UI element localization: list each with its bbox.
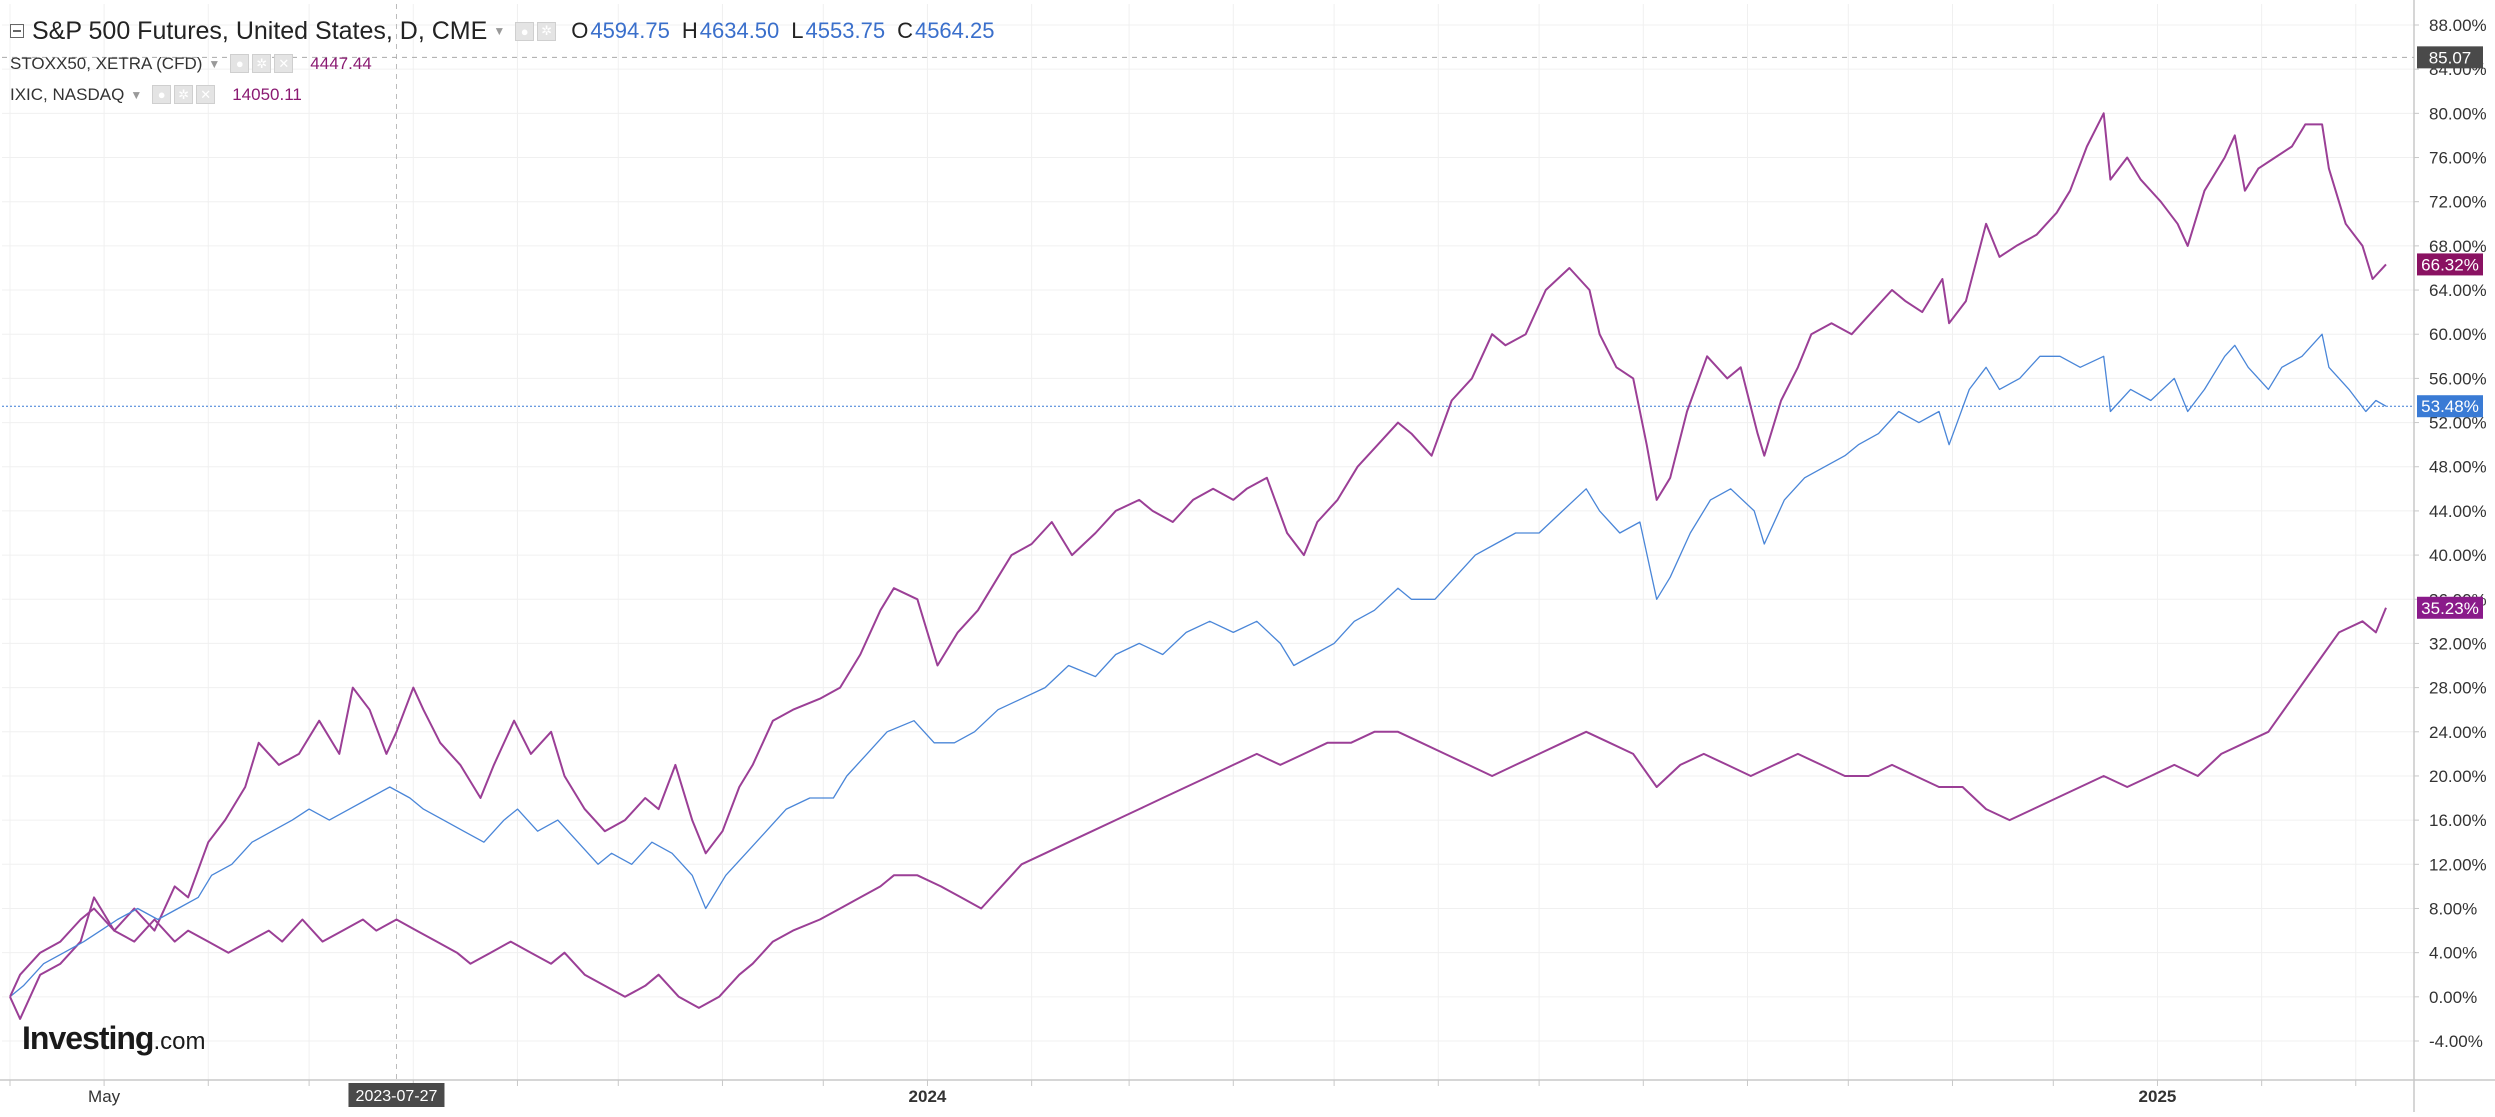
y-tick-label-21: 4.00% [2429,944,2477,963]
main-series-title[interactable]: S&P 500 Futures, United States, D, CME [32,16,488,45]
logo-suffix: .com [153,1028,206,1055]
legend-ixic-series: IXIC, NASDAQ ▼ ● ✲ ✕ 14050.11 [10,79,994,110]
open-key: O [571,18,589,43]
gear-icon[interactable]: ✲ [537,21,557,41]
y-tick-label-8: 56.00% [2429,369,2487,388]
investing-logo: Investing.com [22,1020,205,1057]
y-tick-label-19: 12.00% [2429,855,2487,874]
y-tick-label-11: 44.00% [2429,502,2487,521]
y-tick-label-4: 72.00% [2429,193,2487,212]
close-icon[interactable]: ✕ [274,54,294,73]
ixic-value: 14050.11 [232,84,302,104]
value-badge-sp500 [2417,395,2483,418]
high-value: 4634.50 [699,18,780,43]
chart-legend: S&P 500 Futures, United States, D, CME ▼… [10,14,994,110]
low-key: L [791,18,804,43]
y-tick-label-2: 80.00% [2429,104,2487,123]
y-tick-label-5: 68.00% [2429,237,2487,256]
stoxx-value: 4447.44 [310,53,372,73]
y-tick-label-10: 48.00% [2429,458,2487,477]
chevron-down-icon[interactable]: ▼ [130,87,143,102]
value-badge-label-nasdaq: 66.32% [2421,255,2479,274]
high-key: H [681,18,698,43]
y-tick-label-17: 20.00% [2429,767,2487,786]
y-tick-label-18: 16.00% [2429,811,2487,830]
x-axis-ticks: May 2024 2025 [9,1080,2357,1106]
close-icon[interactable]: ✕ [196,85,216,104]
stoxx-series-title[interactable]: STOXX50, XETRA (CFD) [10,53,203,73]
value-badge-label-sp500: 53.48% [2421,397,2479,416]
x-tick-label-1: 2024 [909,1087,947,1106]
open-value: 4594.75 [590,18,670,43]
close-value: 4564.25 [914,18,995,43]
chevron-down-icon[interactable]: ▼ [208,56,221,71]
series-line-1 [9,333,2387,998]
y-tick-label-7: 60.00% [2429,325,2487,344]
gear-icon[interactable]: ✲ [174,85,194,104]
crosshair-date-label: 2023-07-27 [356,1088,438,1105]
legend-main-series: S&P 500 Futures, United States, D, CME ▼… [10,14,994,48]
value-badge-stoxx [2417,596,2483,619]
series-line-0 [9,112,2387,1020]
y-tick-label-15: 28.00% [2429,679,2487,698]
gear-icon[interactable]: ✲ [252,54,272,73]
logo-brand: Investing [22,1020,154,1056]
y-tick-label-20: 8.00% [2429,899,2477,918]
close-key: C [897,18,913,43]
x-tick-label-2: 2025 [2139,1087,2177,1106]
ixic-series-title[interactable]: IXIC, NASDAQ [10,84,125,104]
y-tick-label-0: 88.00% [2429,16,2487,35]
low-value: 4553.75 [805,18,886,43]
value-badges: 85.07 66.32% 53.48% 35.23% [2417,46,2483,619]
grid [2,4,2414,1080]
y-tick-label-9: 52.00% [2429,414,2487,433]
series-lines [9,112,2387,1020]
eye-icon[interactable]: ● [515,21,535,41]
chevron-down-icon[interactable]: ▼ [493,24,506,38]
collapse-icon[interactable] [10,24,24,38]
value-badge-level [2417,46,2483,69]
y-tick-label-16: 24.00% [2429,723,2487,742]
x-tick-label-0: May [88,1087,121,1106]
y-tick-label-3: 76.00% [2429,149,2487,168]
eye-icon[interactable]: ● [230,54,250,73]
y-tick-label-23: -4.00% [2429,1032,2483,1051]
value-badge-label-level: 85.07 [2429,48,2472,67]
series-line-2 [9,607,2387,1009]
value-badge-label-stoxx: 35.23% [2421,599,2479,618]
eye-icon[interactable]: ● [152,85,172,104]
value-badge-nasdaq [2417,253,2483,276]
crosshair-date-badge: 2023-07-27 [348,1083,445,1107]
y-tick-label-22: 0.00% [2429,988,2477,1007]
y-tick-label-14: 32.00% [2429,634,2487,653]
y-tick-label-12: 40.00% [2429,546,2487,565]
legend-stoxx-series: STOXX50, XETRA (CFD) ▼ ● ✲ ✕ 4447.44 [10,48,994,79]
y-tick-label-6: 64.00% [2429,281,2487,300]
